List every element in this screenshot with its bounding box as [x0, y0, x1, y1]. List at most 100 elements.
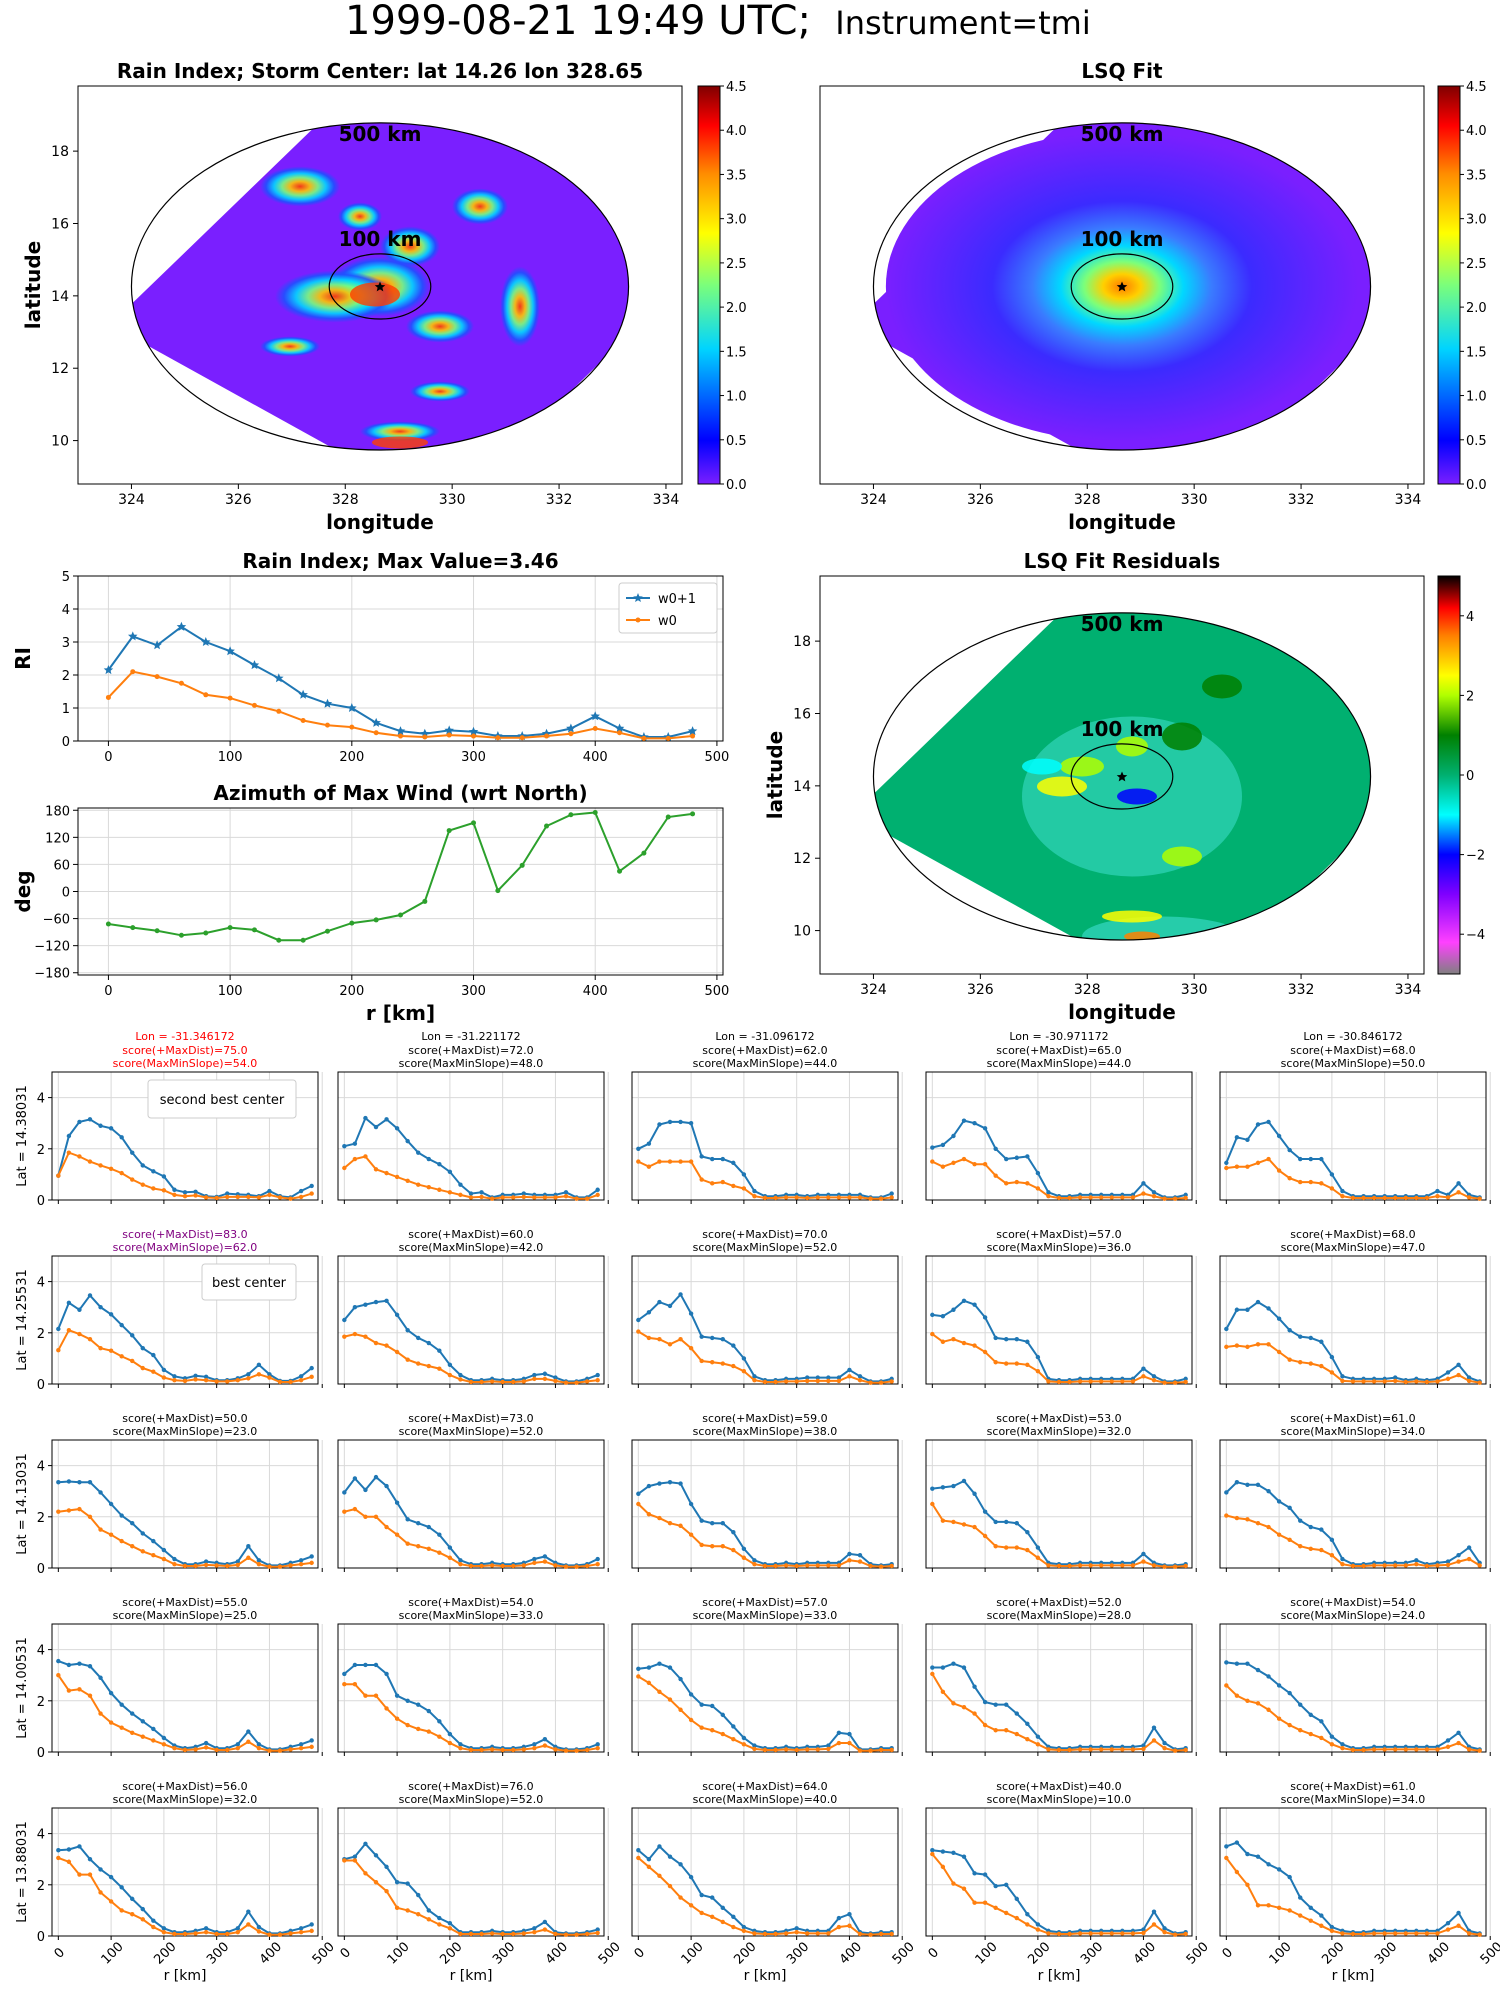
data-point [105, 921, 111, 927]
data-point [678, 1481, 683, 1486]
data-point [972, 1343, 977, 1348]
x-axis-label: r [km] [164, 1968, 207, 1984]
data-point [731, 1363, 736, 1369]
data-point [667, 1521, 673, 1526]
data-point [731, 1724, 736, 1729]
axes-frame [337, 1623, 605, 1753]
data-point [961, 1665, 967, 1670]
profile-panels: 0 100 200 300 400 500 0 1 2 3 4 5 Rain Index; Max Va… [11, 549, 729, 1025]
data-point [972, 1161, 977, 1167]
data-point [1435, 1188, 1440, 1194]
y-axis-label: deg [11, 870, 35, 912]
data-point [1477, 1932, 1482, 1937]
data-point [1046, 1193, 1051, 1199]
data-point [636, 1848, 641, 1853]
data-point [1424, 1931, 1430, 1936]
data-point [1266, 1674, 1271, 1679]
x-tick-label: 200 [1319, 1939, 1347, 1967]
data-point [437, 1550, 442, 1555]
data-point [66, 1508, 72, 1513]
data-point [657, 1844, 662, 1849]
data-point [731, 1914, 736, 1920]
data-point [172, 1377, 177, 1383]
data-point [1287, 1722, 1292, 1728]
data-point [437, 1532, 442, 1537]
rain-cell [360, 421, 440, 442]
data-point [172, 1374, 177, 1379]
data-point [172, 1187, 177, 1192]
data-point [720, 1337, 725, 1342]
data-point [544, 733, 550, 739]
data-point [447, 1731, 453, 1737]
panel-score-maxminslope: score(MaxMinSlope)=62.0 [113, 1241, 258, 1254]
data-point [961, 1118, 967, 1123]
data-point [225, 1379, 230, 1384]
data-point [617, 730, 623, 736]
data-point [532, 1556, 537, 1562]
data-point [720, 1731, 725, 1737]
data-point [1245, 1164, 1250, 1169]
data-point [225, 646, 235, 656]
data-point [1234, 1661, 1240, 1666]
data-point [235, 1377, 240, 1383]
panel-rain_index_profile: 0 100 200 300 400 500 0 1 2 3 4 5 Rain Index; Max Va… [11, 549, 729, 765]
data-point [710, 1544, 715, 1549]
data-point [1245, 1344, 1250, 1350]
series-line-w0p1 [344, 1116, 599, 1199]
data-point [1319, 1363, 1324, 1369]
data-point [1004, 1702, 1009, 1707]
residual-patch [1162, 846, 1202, 867]
data-point [130, 1177, 135, 1182]
x-tick-label: 400 [837, 1939, 865, 1967]
data-point [836, 1375, 842, 1380]
data-point [511, 1195, 516, 1200]
data-point [1141, 1743, 1146, 1748]
data-point [298, 1745, 304, 1751]
data-point [595, 1192, 600, 1198]
y-tick-label: 4 [37, 1276, 45, 1291]
data-point [678, 1676, 683, 1682]
data-point [87, 1337, 93, 1342]
data-point [130, 1711, 135, 1716]
data-point [1382, 1195, 1387, 1201]
data-point [1456, 1372, 1461, 1378]
axes-frame [1219, 1623, 1487, 1753]
title-instrument: Instrument=tmi [835, 4, 1090, 42]
colorbar-tick-label: 2.0 [1466, 301, 1487, 316]
series-line-w0p1 [343, 1475, 599, 1567]
data-point [678, 1862, 683, 1867]
data-point [1245, 1698, 1250, 1704]
data-point [1466, 1931, 1472, 1936]
series-line-w0p1 [637, 1844, 892, 1935]
y-tick-label: 0 [37, 1562, 45, 1577]
data-point [595, 1745, 600, 1751]
data-point [982, 1315, 988, 1320]
data-point [1287, 1908, 1292, 1913]
data-point [140, 1182, 145, 1187]
panel-score-maxminslope: score(MaxMinSlope)=32.0 [113, 1793, 258, 1806]
data-point [288, 1747, 293, 1752]
data-point [752, 1931, 757, 1936]
x-axis-label: r [km] [1332, 1968, 1375, 1984]
colorbar-gradient [697, 85, 721, 485]
data-point [1266, 1119, 1271, 1125]
data-point [458, 1561, 463, 1567]
data-point [151, 1352, 156, 1358]
data-point [847, 1923, 852, 1928]
data-point [1276, 1683, 1282, 1688]
data-point [130, 1150, 135, 1155]
panel-lon-label: Lon = -31.221172 [421, 1030, 520, 1043]
data-point [687, 726, 698, 736]
data-point [699, 1702, 704, 1707]
data-point [416, 1892, 421, 1898]
data-point [636, 1666, 641, 1672]
panel-score-maxminslope: score(MaxMinSlope)=32.0 [987, 1425, 1132, 1438]
data-point [972, 1711, 977, 1716]
data-point [398, 912, 403, 918]
rain-cell [406, 310, 474, 343]
panel-score-maxminslope: score(MaxMinSlope)=10.0 [987, 1793, 1132, 1806]
data-point [130, 1730, 135, 1736]
data-point [66, 1300, 72, 1306]
data-point [98, 1345, 103, 1351]
